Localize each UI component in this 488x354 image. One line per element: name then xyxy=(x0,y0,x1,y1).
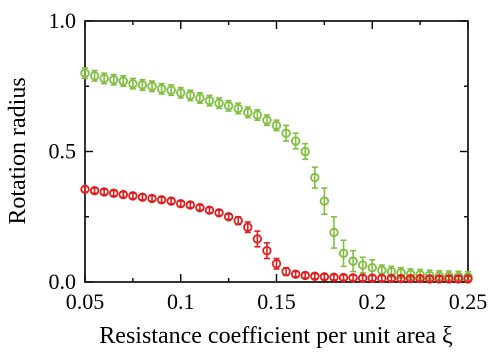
data-point xyxy=(262,245,272,256)
data-point xyxy=(89,185,100,196)
series-2 xyxy=(80,184,473,284)
data-point xyxy=(118,76,128,86)
x-tick-label: 0.15 xyxy=(257,289,296,314)
data-point xyxy=(137,80,148,90)
data-point xyxy=(214,98,224,108)
data-point xyxy=(128,191,138,201)
data-point xyxy=(367,262,377,273)
data-point xyxy=(99,187,109,197)
y-tick-label: 0.0 xyxy=(49,269,77,294)
data-point xyxy=(195,93,205,103)
data-point xyxy=(243,222,253,232)
data-point xyxy=(281,128,291,138)
data-point xyxy=(290,269,301,279)
data-point xyxy=(281,266,291,277)
data-point xyxy=(137,192,148,202)
data-point xyxy=(425,274,435,284)
x-tick-label: 0.05 xyxy=(66,289,105,314)
x-tick-label: 0.1 xyxy=(167,289,195,314)
data-point xyxy=(300,270,310,281)
data-point xyxy=(357,260,368,270)
data-point xyxy=(290,136,301,146)
data-point xyxy=(176,88,186,98)
data-point xyxy=(453,274,464,284)
data-point xyxy=(99,73,109,84)
x-tick-label: 0.25 xyxy=(449,289,488,314)
data-point xyxy=(156,84,167,94)
data-point xyxy=(310,271,320,281)
data-point xyxy=(233,103,243,114)
data-point xyxy=(243,107,253,118)
data-point xyxy=(348,256,358,266)
data-point xyxy=(176,198,186,209)
tick-labels: 0.05 0.1 0.15 0.2 0.25 0.0 0.5 1.0 xyxy=(49,8,488,314)
data-point xyxy=(147,193,157,204)
data-point xyxy=(310,172,320,183)
data-point xyxy=(89,71,100,81)
data-point xyxy=(262,115,272,125)
data-point xyxy=(338,248,349,258)
data-point xyxy=(463,274,473,284)
x-tick-label: 0.2 xyxy=(359,289,387,314)
data-point xyxy=(348,273,358,283)
data-point xyxy=(329,227,339,238)
data-point xyxy=(195,202,205,213)
data-point xyxy=(223,101,234,111)
data-point xyxy=(233,215,243,226)
data-point xyxy=(357,273,368,283)
data-point xyxy=(386,273,397,284)
data-point xyxy=(329,272,339,283)
data-point xyxy=(319,272,330,282)
data-point xyxy=(415,273,425,284)
plot-frame xyxy=(84,20,469,283)
data-point xyxy=(444,274,454,284)
data-point xyxy=(396,273,406,284)
data-point xyxy=(118,189,128,200)
data-point xyxy=(271,259,282,269)
data-point xyxy=(185,90,196,101)
data-point xyxy=(223,212,234,222)
data-point xyxy=(128,78,138,89)
data-point xyxy=(434,274,444,284)
data-point xyxy=(214,208,224,218)
y-tick-label: 0.5 xyxy=(49,139,77,164)
data-point xyxy=(300,146,310,157)
data-point xyxy=(204,95,215,106)
data-point xyxy=(204,205,215,215)
axis-ticks xyxy=(84,20,469,283)
data-point xyxy=(252,110,263,120)
data-point xyxy=(156,195,167,205)
x-axis-label: Resistance coefficient per unit area ξ xyxy=(99,323,453,349)
data-series xyxy=(80,67,473,284)
data-point xyxy=(377,273,387,284)
data-point xyxy=(166,196,176,206)
data-point xyxy=(405,273,416,284)
data-point xyxy=(338,272,349,283)
data-point xyxy=(80,68,90,78)
y-axis-label: Rotation radius xyxy=(5,77,31,224)
data-point xyxy=(367,273,377,283)
data-point xyxy=(252,234,263,244)
data-point xyxy=(271,120,282,131)
data-point xyxy=(109,75,119,85)
y-tick-label: 1.0 xyxy=(49,8,77,33)
data-point xyxy=(147,81,157,91)
data-point xyxy=(185,200,196,210)
data-point xyxy=(109,188,119,198)
data-point xyxy=(166,85,176,95)
data-point xyxy=(319,196,330,206)
series-1 xyxy=(80,67,473,283)
data-point xyxy=(80,184,90,195)
